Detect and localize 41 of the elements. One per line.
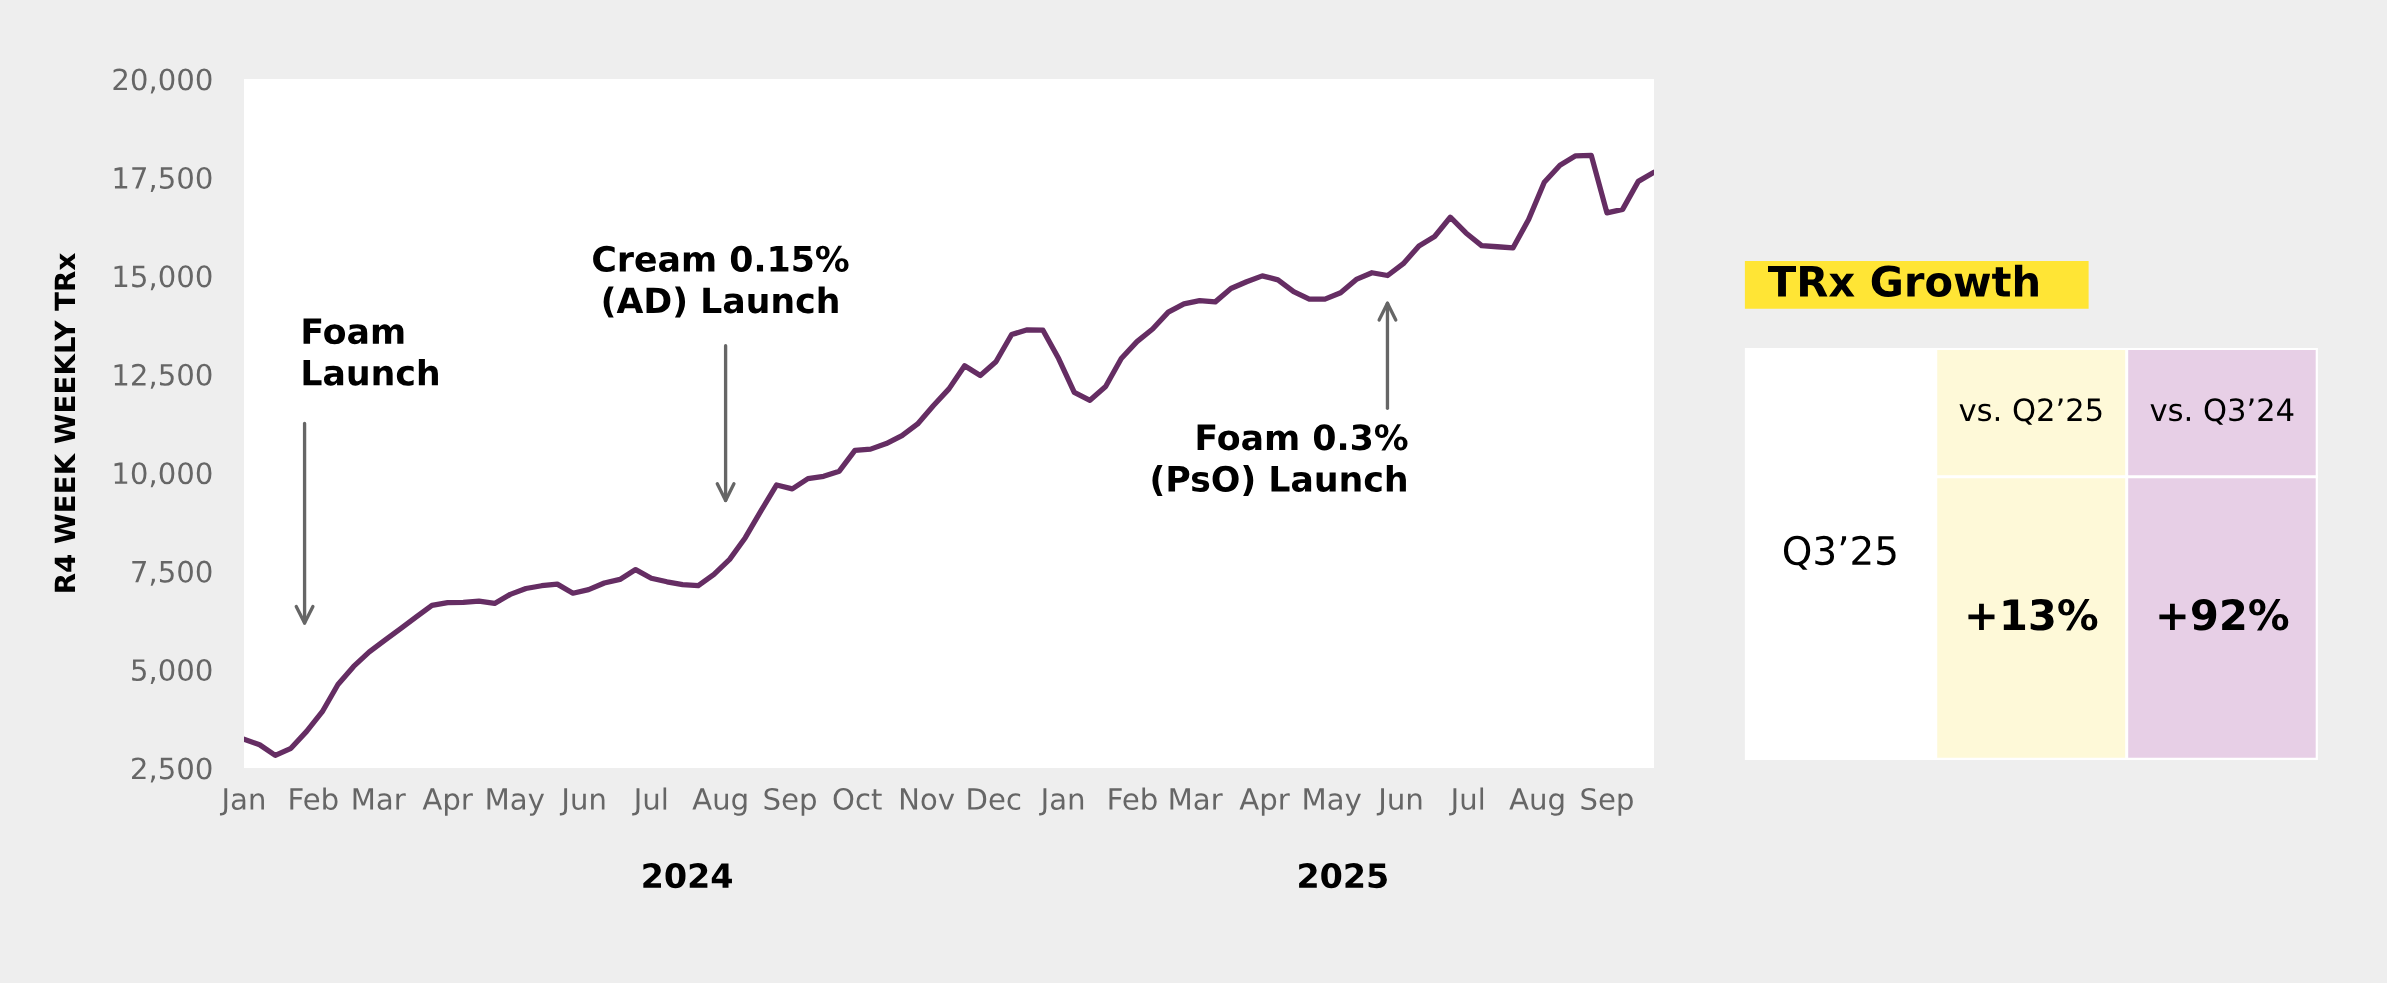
x-tick-label: Feb bbox=[1109, 787, 1157, 811]
x-tick-label: Apr bbox=[1239, 788, 1290, 816]
x2-tick-label: 2024 bbox=[643, 863, 732, 889]
y-tick-label: 15,000 bbox=[114, 265, 212, 291]
x-tick-label: Mar bbox=[1170, 788, 1223, 811]
x-tick-label: May bbox=[1304, 788, 1361, 816]
x-tick-label: Nov bbox=[900, 788, 955, 811]
x-tick-label: Jan bbox=[1039, 788, 1084, 816]
x-tick-label: Sep bbox=[764, 787, 816, 816]
x-tick-label: Jun bbox=[1376, 788, 1422, 816]
category-label: Q3’25 bbox=[1783, 535, 1896, 570]
y-tick-label: 17,500 bbox=[114, 166, 212, 192]
y-tick-label: 2,500 bbox=[132, 757, 212, 783]
x-tick-label: Aug bbox=[692, 788, 747, 816]
y-tick-label: 7,500 bbox=[132, 560, 212, 586]
annotation: Foam Launch bbox=[303, 318, 438, 386]
x-tick-label: Jan bbox=[219, 788, 264, 816]
x-tick-label: Sep bbox=[1581, 787, 1633, 816]
text: TRx Growth bbox=[1768, 264, 2038, 298]
x-tick-label: Mar bbox=[353, 788, 406, 811]
x-tick-label: Oct bbox=[833, 787, 882, 811]
x-tick-label: Dec bbox=[968, 788, 1021, 811]
x-tick-label: May bbox=[487, 788, 545, 816]
y-tick-label: 5,000 bbox=[132, 659, 212, 685]
y-axis-title: R4 WEEK WEEKLY TRx bbox=[54, 253, 76, 592]
category-label: vs. Q2’25 bbox=[1959, 398, 2102, 425]
x-tick-label: Jul bbox=[632, 787, 667, 816]
y-tick-label: 12,500 bbox=[114, 363, 212, 389]
category-label: vs. Q3’24 bbox=[2150, 398, 2294, 425]
text: +92% bbox=[2159, 599, 2289, 631]
annotation: Cream 0.15% (AD) Launch bbox=[593, 245, 849, 318]
y-tick-label: 20,000 bbox=[113, 68, 212, 94]
x-tick-label: Aug bbox=[1509, 788, 1564, 816]
x-tick-label: Feb bbox=[290, 787, 338, 811]
text: +13% bbox=[1968, 599, 2098, 631]
x2-tick-label: 2025 bbox=[1299, 863, 1387, 889]
annotation: Foam 0.3% (PsO) Launch bbox=[1152, 424, 1408, 497]
x-tick-label: Apr bbox=[422, 788, 473, 816]
y-tick-label: 10,000 bbox=[114, 462, 212, 488]
x-tick-label: Jun bbox=[559, 788, 605, 816]
x-tick-label: Jul bbox=[1449, 787, 1484, 816]
